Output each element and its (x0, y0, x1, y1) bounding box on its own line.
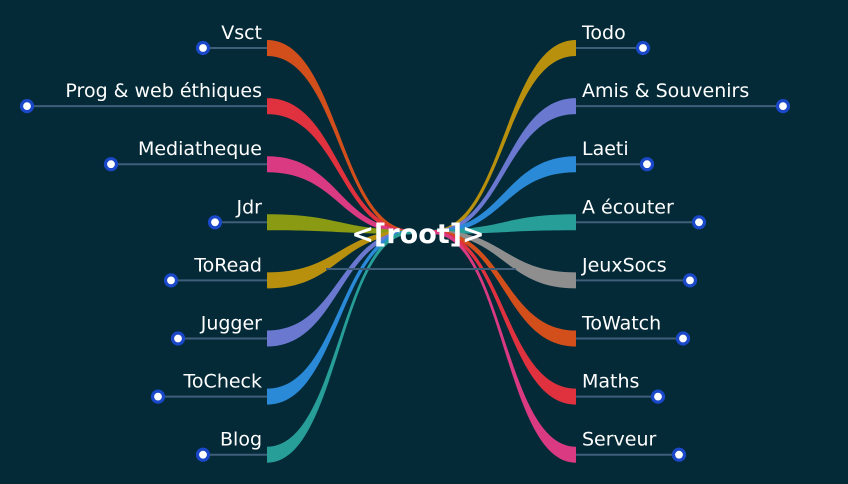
node-toggle-jdr[interactable] (207, 215, 223, 230)
branch-left-blog (267, 230, 412, 463)
branch-right-laeti (432, 156, 576, 234)
node-toggle-serveur[interactable] (671, 447, 687, 462)
node-toggle-mediatheque[interactable] (103, 157, 119, 172)
root-node-label[interactable]: <[root]> (351, 219, 484, 250)
branch-left-jdr (267, 214, 412, 234)
node-toggle-todo[interactable] (635, 40, 651, 56)
branch-left-jugger (267, 230, 412, 347)
node-label-prog-web-ethiques[interactable]: Prog & web éthiques (65, 80, 262, 102)
node-label-blog[interactable]: Blog (220, 429, 262, 451)
node-label-vsct[interactable]: Vsct (221, 22, 262, 44)
node-label-a-ecouter[interactable]: A écouter (582, 196, 674, 218)
node-label-amis-souvenirs[interactable]: Amis & Souvenirs (582, 80, 749, 102)
branch-right-amis-souvenirs (432, 98, 576, 234)
branch-right-a-ecouter (432, 214, 576, 234)
branch-left-mediatheque (267, 156, 412, 234)
node-toggle-jeuxsocs[interactable] (682, 273, 698, 288)
node-label-laeti[interactable]: Laeti (582, 138, 629, 160)
node-toggle-a-ecouter[interactable] (691, 215, 707, 230)
node-toggle-amis-souvenirs[interactable] (775, 98, 791, 114)
node-toggle-blog[interactable] (195, 447, 211, 462)
node-toggle-toread[interactable] (163, 273, 179, 288)
node-toggle-tocheck[interactable] (150, 389, 166, 404)
branch-right-towatch (432, 230, 576, 347)
node-label-maths[interactable]: Maths (582, 371, 639, 393)
branch-right-jeuxsocs (432, 230, 576, 289)
branch-left-toread (267, 230, 412, 289)
node-label-serveur[interactable]: Serveur (582, 429, 657, 451)
node-label-towatch[interactable]: ToWatch (581, 313, 661, 335)
node-toggle-maths[interactable] (650, 389, 666, 404)
node-toggle-jugger[interactable] (170, 331, 186, 346)
branch-right-serveur (432, 230, 576, 463)
branch-right-todo (432, 40, 576, 234)
node-label-jdr[interactable]: Jdr (236, 196, 263, 218)
node-label-tocheck[interactable]: ToCheck (183, 371, 262, 393)
child-nodes: Vsct Prog & web éthiques Mediatheque Jdr ToR… (19, 22, 791, 462)
node-label-jeuxsocs[interactable]: JeuxSocs (581, 254, 667, 276)
branch-left-vsct (267, 40, 412, 234)
branch-left-tocheck (267, 230, 412, 405)
node-toggle-laeti[interactable] (639, 157, 655, 172)
node-toggle-prog-web-ethiques[interactable] (19, 98, 35, 114)
node-label-mediatheque[interactable]: Mediatheque (138, 138, 262, 160)
node-label-toread[interactable]: ToRead (193, 254, 262, 276)
node-toggle-towatch[interactable] (675, 331, 691, 346)
branch-curves (267, 40, 576, 463)
node-label-jugger[interactable]: Jugger (200, 313, 262, 335)
node-label-todo[interactable]: Todo (581, 22, 626, 44)
branch-left-prog-web-ethiques (267, 98, 412, 234)
node-toggle-vsct[interactable] (195, 40, 211, 56)
branch-right-maths (432, 230, 576, 405)
